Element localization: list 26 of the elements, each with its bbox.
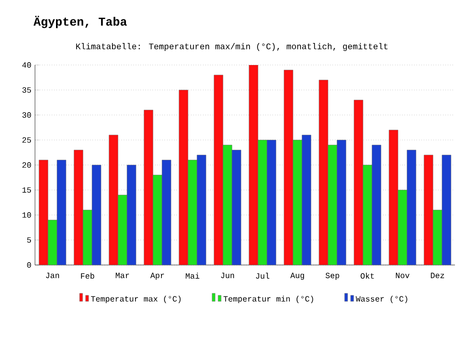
x-tick-label: Jul [256, 272, 270, 279]
x-tick-label: Nov [396, 272, 410, 278]
legend-label: Temperatur min (°C) [224, 296, 314, 304]
legend-label: Temperatur max (°C) [91, 296, 181, 304]
y-tick-label: 30 [22, 112, 31, 118]
y-tick-label: 10 [22, 212, 31, 218]
x-tick-label: Aug [290, 272, 304, 280]
x-tick-label: Mar [116, 272, 129, 278]
y-tick-label: 15 [22, 187, 31, 193]
y-tick-label: 20 [22, 162, 31, 168]
x-tick-label: Jun [220, 272, 234, 278]
y-tick-label: 40 [22, 62, 31, 68]
x-tick-label: Jan [46, 272, 59, 278]
y-tick-label: 0 [27, 262, 31, 268]
x-tick-label: Mai [186, 272, 200, 279]
x-tick-label: Okt [360, 272, 374, 279]
chart-subtitle: Klimatabelle: Temperaturen max/min (°C), monatlich, gemittelt [76, 43, 388, 51]
x-tick-label: Sep [326, 272, 340, 280]
chart-title: Ägypten, Taba [34, 16, 127, 28]
y-tick-label: 5 [27, 237, 31, 243]
y-tick-label: 35 [22, 87, 31, 93]
x-tick-label: Dez [430, 272, 444, 278]
y-tick-label: 25 [22, 137, 31, 143]
x-tick-label: Apr [150, 272, 164, 280]
x-tick-label: Feb [81, 272, 94, 279]
legend-label: Wasser (°C) [356, 296, 408, 304]
